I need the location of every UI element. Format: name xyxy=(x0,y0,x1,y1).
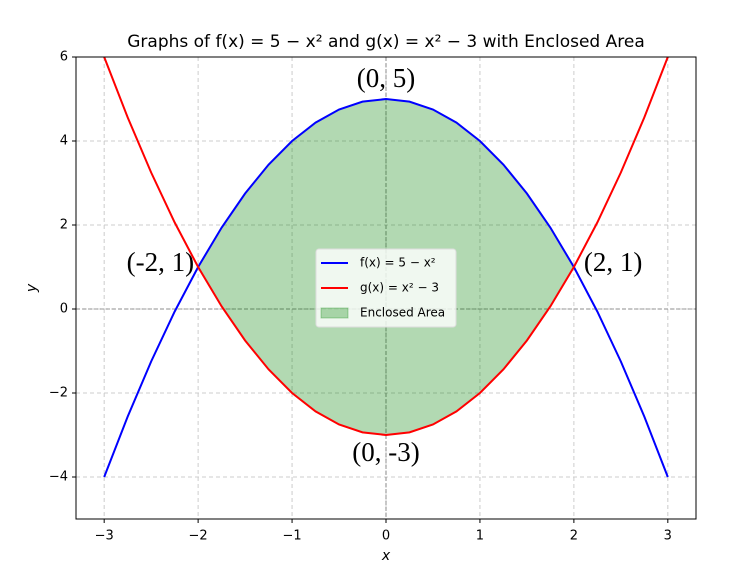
x-tick-label: −1 xyxy=(282,529,301,544)
annotation: (0, 5) xyxy=(357,63,415,93)
legend-box xyxy=(315,248,457,328)
legend-swatch xyxy=(320,307,349,319)
chart-title: Graphs of f(x) = 5 − x² and g(x) = x² − … xyxy=(127,32,645,52)
annotation: (2, 1) xyxy=(584,247,642,277)
y-tick-label: −2 xyxy=(49,386,68,401)
legend-label: f(x) = 5 − x² xyxy=(360,256,436,270)
x-axis-label: x xyxy=(381,548,391,564)
annotation: (0, -3) xyxy=(352,437,419,467)
x-tick-label: 1 xyxy=(476,529,484,544)
plot-frame xyxy=(75,56,697,520)
x-tick-label: −2 xyxy=(189,529,208,544)
x-tick-label: 2 xyxy=(570,529,578,544)
y-tick-label: 4 xyxy=(60,134,68,149)
y-tick-label: 6 xyxy=(60,50,68,65)
legend: f(x) = 5 − x² g(x) = x² − 3 Enclosed Area xyxy=(315,248,457,328)
series-line xyxy=(103,56,669,437)
y-tick-label: 0 xyxy=(60,302,68,317)
y-tick-label: −4 xyxy=(49,470,68,485)
x-tick-label: 3 xyxy=(664,529,672,544)
legend-label: Enclosed Area xyxy=(360,306,445,320)
y-tick-label: 2 xyxy=(60,218,68,233)
legend-label: g(x) = x² − 3 xyxy=(360,281,439,295)
x-tick-label: 0 xyxy=(382,529,390,544)
x-tick-label: −3 xyxy=(95,529,114,544)
annotation: (-2, 1) xyxy=(127,247,194,277)
y-axis-label: y xyxy=(24,283,40,293)
